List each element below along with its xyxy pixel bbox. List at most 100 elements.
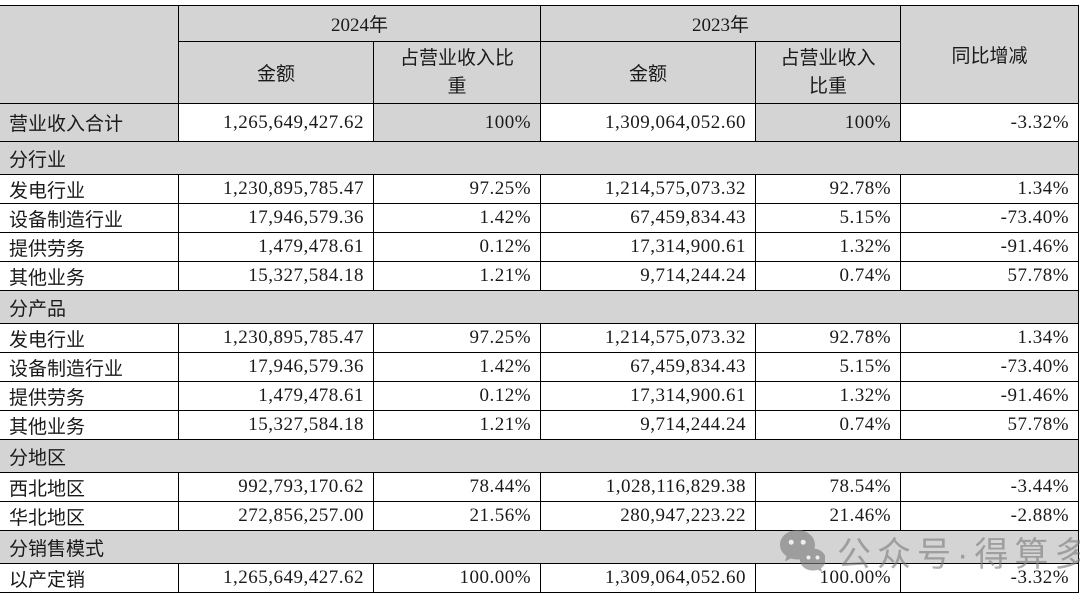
corner-cell [0,5,179,104]
section-label: 分地区 [0,439,1080,473]
amount-2024: 17,946,579.36 [178,352,374,382]
yoy-change: -73.40% [900,352,1080,382]
row-label: 发电行业 [0,323,179,353]
amount-2024: 992,793,170.62 [178,472,374,502]
row-label: 西北地区 [0,472,179,502]
table-row: 其他业务 15,327,584.18 1.21% 9,714,244.24 0.74% 5… [0,410,1080,440]
amount-2023: 9,714,244.24 [540,261,757,291]
ratio-2023: 21.46% [755,501,902,531]
table-header: 2024年 2023年 同比增减 金额 占营业收入比 重 金额 占营业收入 比重 [0,5,1080,104]
table-body: 营业收入合计 1,265,649,427.62 100% 1,309,064,052.… [0,103,1080,593]
ratio-2024: 0.12% [372,381,542,411]
ratio-2023: 1.32% [755,381,902,411]
header-row-years: 2024年 2023年 同比增减 [0,5,1080,104]
section-label: 分销售模式 [0,530,1080,564]
row-label: 其他业务 [0,261,179,291]
amount-2024: 1,265,649,427.62 [178,103,374,142]
table-row: 发电行业 1,230,895,785.47 97.25% 1,214,575,073.… [0,174,1080,204]
ratio-2023: 78.54% [755,472,902,502]
amount-2023: 17,314,900.61 [540,232,757,262]
total-row: 营业收入合计 1,265,649,427.62 100% 1,309,064,052.… [0,103,1080,142]
ratio-2023: 0.74% [755,410,902,440]
row-label: 以产定销 [0,563,179,593]
yoy-change: -3.44% [900,472,1080,502]
yoy-change: 1.34% [900,323,1080,353]
header-amount-2024: 金额 [178,41,374,104]
row-label: 营业收入合计 [0,103,179,142]
row-label: 发电行业 [0,174,179,204]
yoy-change: -3.32% [900,563,1080,593]
amount-2024: 15,327,584.18 [178,261,374,291]
yoy-change: -73.40% [900,203,1080,233]
header-row-metrics: 金额 占营业收入比 重 金额 占营业收入 比重 [0,41,1079,104]
ratio-2023: 5.15% [755,352,902,382]
amount-2023: 67,459,834.43 [540,352,757,382]
table-row: 其他业务 15,327,584.18 1.21% 9,714,244.24 0.74% 5… [0,261,1080,291]
table-row: 设备制造行业 17,946,579.36 1.42% 67,459,834.43 5.1… [0,352,1080,382]
section-row: 分地区 [0,439,1080,473]
table-row: 提供劳务 1,479,478.61 0.12% 17,314,900.61 1.32% -… [0,381,1080,411]
amount-2023: 17,314,900.61 [540,381,757,411]
ratio-2024: 97.25% [372,174,542,204]
amount-2023: 1,214,575,073.32 [540,323,757,353]
amount-2024: 1,265,649,427.62 [178,563,374,593]
ratio-2024: 1.42% [372,203,542,233]
yoy-change: -3.32% [900,103,1080,142]
header-ratio-2024: 占营业收入比 重 [372,41,542,104]
row-label: 其他业务 [0,410,179,440]
ratio-2024: 1.21% [372,261,542,291]
ratio-2024: 1.42% [372,352,542,382]
yoy-change: -91.46% [900,232,1080,262]
amount-2023: 1,309,064,052.60 [540,103,757,142]
header-year-2024: 2024年 [177,5,542,42]
amount-2023: 67,459,834.43 [540,203,757,233]
row-label: 设备制造行业 [0,352,179,382]
section-row: 分销售模式 [0,530,1080,564]
ratio-2023: 92.78% [755,323,902,353]
amount-2024: 15,327,584.18 [178,410,374,440]
ratio-2023: 100% [755,103,902,142]
amount-2024: 1,479,478.61 [178,232,374,262]
row-label: 设备制造行业 [0,203,179,233]
ratio-2023: 100.00% [755,563,902,593]
table-row: 西北地区 992,793,170.62 78.44% 1,028,116,829.38… [0,472,1080,502]
amount-2024: 1,230,895,785.47 [178,323,374,353]
ratio-2024: 0.12% [372,232,542,262]
row-label: 提供劳务 [0,232,179,262]
table-row: 华北地区 272,856,257.00 21.56% 280,947,223.22 21… [0,501,1080,531]
row-label: 华北地区 [0,501,179,531]
row-label: 提供劳务 [0,381,179,411]
ratio-2023: 92.78% [755,174,902,204]
section-label: 分产品 [0,290,1080,324]
ratio-2024: 78.44% [372,472,542,502]
yoy-change: 1.34% [900,174,1080,204]
amount-2024: 1,479,478.61 [178,381,374,411]
yoy-change: -91.46% [900,381,1080,411]
section-row: 分产品 [0,290,1080,324]
header-yoy-change: 同比增减 [900,5,1080,104]
header-year-2023: 2023年 [540,5,902,42]
amount-2024: 1,230,895,785.47 [178,174,374,204]
ratio-2023: 5.15% [755,203,902,233]
revenue-breakdown-table: 2024年 2023年 同比增减 金额 占营业收入比 重 金额 占营业收入 比重… [0,5,1080,593]
ratio-2023: 0.74% [755,261,902,291]
table-row: 以产定销 1,265,649,427.62 100.00% 1,309,064,052… [0,563,1080,593]
amount-2024: 17,946,579.36 [178,203,374,233]
amount-2024: 272,856,257.00 [178,501,374,531]
yoy-change: 57.78% [900,410,1080,440]
yoy-change: -2.88% [900,501,1080,531]
ratio-2024: 97.25% [372,323,542,353]
section-row: 分行业 [0,141,1080,175]
ratio-2024: 100% [372,103,542,142]
header-amount-2023: 金额 [540,41,757,104]
amount-2023: 280,947,223.22 [540,501,757,531]
amount-2023: 1,309,064,052.60 [540,563,757,593]
section-label: 分行业 [0,141,1080,175]
ratio-2024: 1.21% [372,410,542,440]
amount-2023: 1,214,575,073.32 [540,174,757,204]
ratio-2024: 21.56% [372,501,542,531]
yoy-change: 57.78% [900,261,1080,291]
table-row: 提供劳务 1,479,478.61 0.12% 17,314,900.61 1.32% -… [0,232,1080,262]
header-ratio-2023: 占营业收入 比重 [755,41,902,104]
amount-2023: 9,714,244.24 [540,410,757,440]
